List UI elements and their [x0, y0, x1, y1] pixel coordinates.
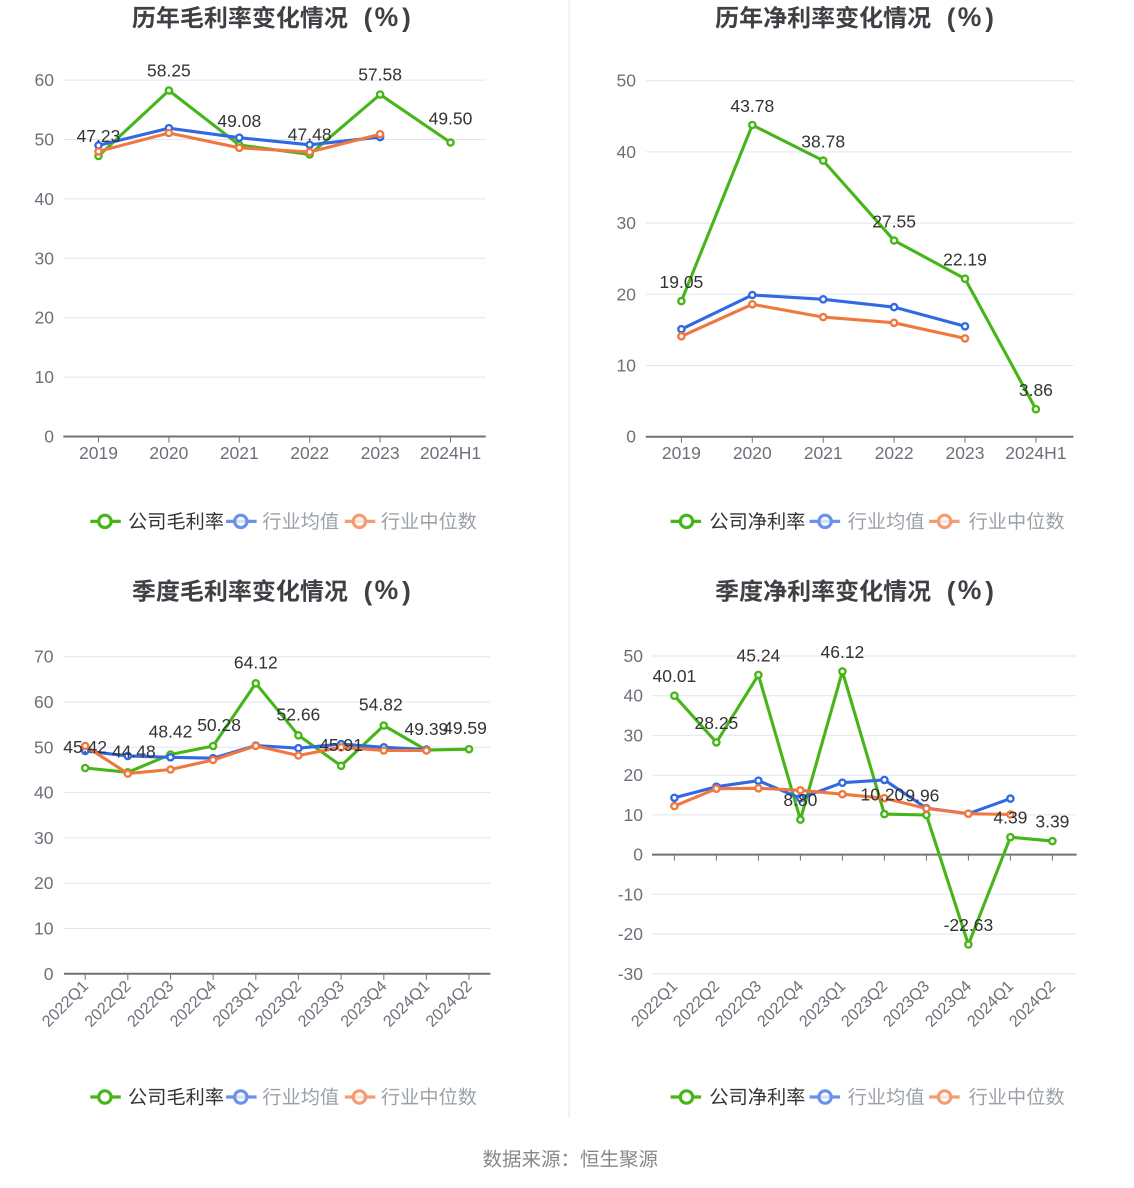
svg-text:49.59: 49.59 [443, 718, 487, 738]
svg-text:9.96: 9.96 [905, 786, 939, 806]
svg-text:-20: -20 [618, 924, 644, 944]
svg-text:0: 0 [633, 845, 643, 865]
svg-text:2019: 2019 [662, 443, 701, 463]
svg-text:): ) [402, 3, 411, 33]
svg-text:2024Q1: 2024Q1 [380, 977, 433, 1030]
svg-text:20: 20 [34, 873, 54, 893]
svg-text:52.66: 52.66 [277, 704, 321, 724]
svg-text:2021: 2021 [220, 443, 259, 463]
svg-text:30: 30 [34, 828, 54, 848]
svg-text:2023Q2: 2023Q2 [252, 977, 305, 1030]
svg-text:-30: -30 [618, 964, 644, 984]
svg-text:10.20: 10.20 [861, 785, 905, 805]
svg-text:50: 50 [617, 71, 637, 91]
svg-text:49.39: 49.39 [405, 719, 449, 739]
svg-text:50: 50 [34, 737, 54, 757]
svg-text:%: % [958, 575, 982, 605]
svg-text:3.86: 3.86 [1019, 380, 1053, 400]
svg-text:50: 50 [624, 646, 644, 666]
svg-text:50: 50 [35, 130, 55, 150]
svg-text:(: ( [947, 3, 956, 33]
svg-text:30: 30 [35, 248, 55, 268]
svg-text:2022: 2022 [290, 443, 329, 463]
svg-text:2023Q3: 2023Q3 [294, 977, 347, 1030]
svg-text:58.25: 58.25 [147, 61, 191, 81]
svg-text:(: ( [947, 576, 956, 606]
svg-text:30: 30 [617, 213, 637, 233]
svg-text:50.28: 50.28 [197, 715, 241, 735]
svg-text:2024H1: 2024H1 [1005, 443, 1066, 463]
svg-text:43.78: 43.78 [730, 96, 774, 116]
svg-text:0: 0 [626, 427, 636, 447]
svg-text:10: 10 [617, 356, 637, 376]
svg-text:4.39: 4.39 [993, 808, 1027, 828]
svg-text:27.55: 27.55 [872, 212, 916, 232]
svg-text:(: ( [364, 3, 373, 33]
svg-text:49.50: 49.50 [429, 109, 473, 129]
svg-text:2021: 2021 [804, 443, 843, 463]
svg-text:2023: 2023 [361, 443, 400, 463]
svg-text:2020: 2020 [149, 443, 188, 463]
svg-text:%: % [375, 2, 399, 32]
svg-text:2024Q2: 2024Q2 [1006, 977, 1059, 1030]
svg-text:2023: 2023 [946, 443, 985, 463]
svg-text:0: 0 [44, 964, 54, 984]
svg-text:-10: -10 [618, 884, 644, 904]
svg-text:2022Q3: 2022Q3 [124, 977, 177, 1030]
svg-text:2019: 2019 [79, 443, 118, 463]
svg-text:20: 20 [624, 765, 644, 785]
svg-text:20: 20 [35, 308, 55, 328]
svg-text:40: 40 [617, 142, 637, 162]
svg-text:40: 40 [624, 686, 644, 706]
svg-text:60: 60 [35, 70, 55, 90]
svg-text:44.48: 44.48 [112, 741, 156, 761]
svg-text:30: 30 [624, 725, 644, 745]
svg-text:10: 10 [34, 919, 54, 939]
svg-text:2024H1: 2024H1 [420, 443, 481, 463]
svg-text:2020: 2020 [733, 443, 772, 463]
svg-text:28.25: 28.25 [695, 713, 739, 733]
svg-text:2022Q2: 2022Q2 [81, 977, 134, 1030]
svg-text:45.24: 45.24 [737, 645, 781, 665]
svg-text:0: 0 [44, 427, 54, 447]
svg-text:40.01: 40.01 [653, 666, 697, 686]
svg-text:): ) [985, 576, 994, 606]
svg-text:20: 20 [617, 284, 637, 304]
svg-text:2022Q1: 2022Q1 [39, 977, 92, 1030]
svg-text:2024Q2: 2024Q2 [422, 977, 475, 1030]
svg-text:-22.63: -22.63 [944, 915, 994, 935]
svg-text:19.05: 19.05 [660, 272, 704, 292]
svg-text:49.08: 49.08 [217, 111, 261, 131]
svg-text:45.91: 45.91 [319, 735, 363, 755]
svg-text:48.42: 48.42 [149, 722, 193, 742]
svg-text:47.23: 47.23 [77, 126, 121, 146]
svg-text:45.42: 45.42 [63, 737, 107, 757]
svg-text:8.80: 8.80 [783, 790, 817, 810]
svg-text:2022Q4: 2022Q4 [166, 977, 219, 1030]
svg-text:%: % [958, 2, 982, 32]
svg-text:40: 40 [35, 189, 55, 209]
svg-text:10: 10 [35, 367, 55, 387]
svg-text:47.48: 47.48 [288, 125, 332, 145]
svg-text:70: 70 [34, 647, 54, 667]
svg-text:40: 40 [34, 783, 54, 803]
svg-text:54.82: 54.82 [359, 695, 403, 715]
svg-text:22.19: 22.19 [943, 250, 987, 270]
svg-text:2023Q1: 2023Q1 [209, 977, 262, 1030]
svg-text:): ) [985, 3, 994, 33]
svg-text:%: % [375, 575, 399, 605]
svg-text:46.12: 46.12 [821, 642, 865, 662]
svg-text:2023Q4: 2023Q4 [337, 977, 390, 1030]
svg-text:3.39: 3.39 [1035, 812, 1069, 832]
svg-text:57.58: 57.58 [358, 65, 402, 85]
svg-text:(: ( [364, 576, 373, 606]
svg-text:2022: 2022 [875, 443, 914, 463]
svg-text:): ) [402, 576, 411, 606]
svg-text:64.12: 64.12 [234, 652, 278, 672]
svg-text:60: 60 [34, 692, 54, 712]
svg-text:38.78: 38.78 [801, 132, 845, 152]
svg-text:10: 10 [624, 805, 644, 825]
